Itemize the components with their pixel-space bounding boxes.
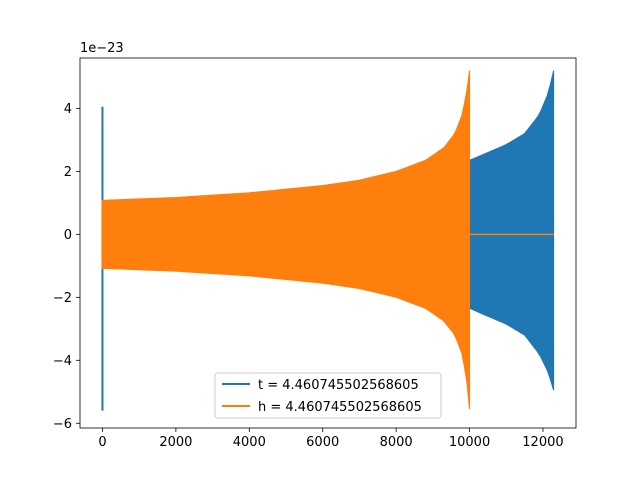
axes-frame xyxy=(79,57,577,429)
y-tick-label: −4 xyxy=(53,354,72,369)
y-tick-label: 4 xyxy=(64,102,72,117)
x-tick-label: 0 xyxy=(98,435,106,450)
x-tick-label: 2000 xyxy=(159,435,192,450)
legend: t = 4.460745502568605 h = 4.460745502568… xyxy=(214,372,442,419)
series-h xyxy=(101,70,554,410)
y-tick-label: 2 xyxy=(64,165,72,180)
legend-box xyxy=(214,372,442,419)
series-h-oscillation-band xyxy=(101,70,471,410)
y-tick-label: 0 xyxy=(64,228,72,243)
x-tick-label: 8000 xyxy=(380,435,413,450)
legend-label-t: t = 4.460745502568605 xyxy=(258,378,419,393)
x-tick-label: 4000 xyxy=(233,435,266,450)
series-layer xyxy=(101,70,555,411)
x-tick-label: 6000 xyxy=(306,435,339,450)
x-axis: 0 2000 4000 6000 8000 10000 12000 xyxy=(98,428,564,450)
legend-label-h: h = 4.460745502568605 xyxy=(258,400,422,415)
x-tick-label: 10000 xyxy=(449,435,490,450)
y-axis: −6 −4 −2 0 2 4 xyxy=(53,102,80,432)
y-offset-label: 1e−23 xyxy=(80,41,124,56)
x-tick-label: 12000 xyxy=(522,435,563,450)
y-tick-label: −2 xyxy=(53,291,72,306)
y-tick-label: −6 xyxy=(53,417,72,432)
